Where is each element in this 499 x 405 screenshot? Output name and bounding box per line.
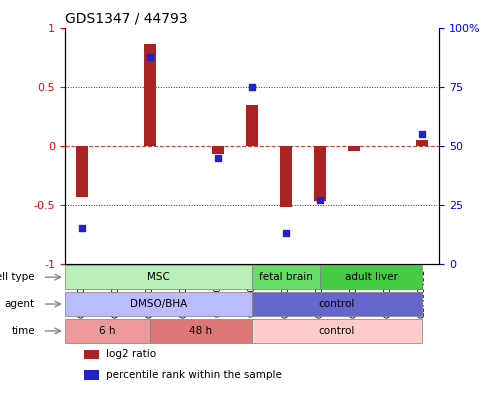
Bar <box>84 350 99 359</box>
Bar <box>246 105 258 146</box>
Bar <box>144 44 156 146</box>
FancyBboxPatch shape <box>65 292 252 316</box>
Bar <box>416 140 428 146</box>
Bar <box>348 146 360 151</box>
Point <box>418 131 426 138</box>
Point <box>214 155 222 161</box>
FancyBboxPatch shape <box>65 265 252 289</box>
Bar <box>212 146 224 154</box>
Bar <box>314 146 326 201</box>
Bar <box>84 370 99 379</box>
Text: adult liver: adult liver <box>345 272 398 282</box>
FancyBboxPatch shape <box>252 292 422 316</box>
Bar <box>280 146 292 207</box>
Text: control: control <box>319 326 355 336</box>
Point <box>248 84 256 90</box>
Text: DMSO/BHA: DMSO/BHA <box>130 299 187 309</box>
Point <box>282 230 290 237</box>
Text: agent: agent <box>5 299 35 309</box>
Point <box>146 53 154 60</box>
Text: cell type: cell type <box>0 272 35 282</box>
FancyBboxPatch shape <box>320 265 422 289</box>
Point <box>316 197 324 203</box>
Point <box>78 225 86 232</box>
Text: log2 ratio: log2 ratio <box>106 350 156 360</box>
Bar <box>76 146 88 197</box>
Text: 48 h: 48 h <box>190 326 213 336</box>
FancyBboxPatch shape <box>252 265 320 289</box>
Text: time: time <box>11 326 35 336</box>
Text: control: control <box>319 299 355 309</box>
Text: percentile rank within the sample: percentile rank within the sample <box>106 370 282 379</box>
FancyBboxPatch shape <box>150 319 252 343</box>
FancyBboxPatch shape <box>252 319 422 343</box>
Text: GDS1347 / 44793: GDS1347 / 44793 <box>65 12 188 26</box>
Text: 6 h: 6 h <box>99 326 116 336</box>
Text: fetal brain: fetal brain <box>259 272 313 282</box>
FancyBboxPatch shape <box>65 319 150 343</box>
Text: MSC: MSC <box>147 272 170 282</box>
